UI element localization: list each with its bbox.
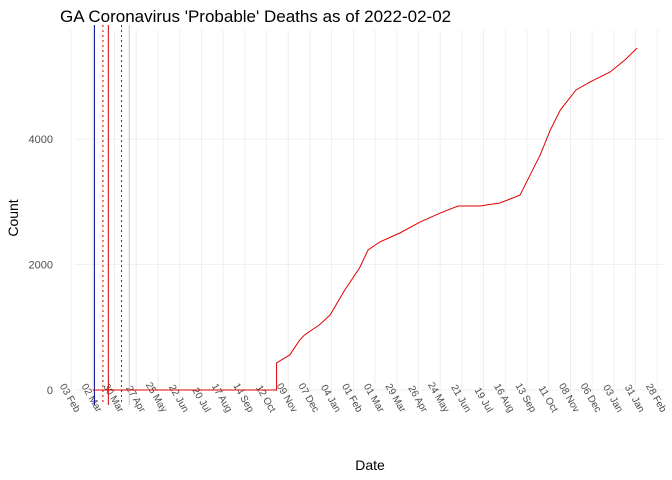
x-tick-label: 17 Aug xyxy=(209,382,234,414)
x-tick-label: 16 Aug xyxy=(491,382,516,414)
chart-title: GA Coronavirus 'Probable' Deaths as of 2… xyxy=(60,7,451,26)
y-tick-label: 4000 xyxy=(29,134,53,146)
x-tick-label: 22 Jun xyxy=(166,383,191,415)
x-tick-label: 21 Jun xyxy=(448,383,473,415)
x-axis-label: Date xyxy=(355,457,385,473)
x-tick-label: 04 Jan xyxy=(318,383,343,415)
x-tick-label: 29 Mar xyxy=(383,382,408,415)
y-tick-label: 2000 xyxy=(29,260,53,272)
x-tick-label: 14 Sep xyxy=(230,382,256,415)
x-tick-label: 12 Oct xyxy=(253,383,277,414)
x-tick-label: 24 May xyxy=(425,381,451,415)
x-tick-label: 26 Apr xyxy=(405,384,429,415)
x-tick-label: 25 May xyxy=(143,381,169,415)
x-tick-label: 28 Feb xyxy=(643,382,668,415)
x-tick-label: 06 Dec xyxy=(578,382,603,415)
y-axis-label: Count xyxy=(5,199,21,236)
y-tick-label: 0 xyxy=(47,385,53,397)
x-tick-label: 31 Jan xyxy=(622,383,647,415)
x-tick-label: 27 Apr xyxy=(123,384,147,415)
x-tick-label: 07 Dec xyxy=(295,382,320,415)
x-tick-label: 13 Sep xyxy=(513,382,539,415)
data-line xyxy=(92,47,638,391)
x-tick-label: 03 Jan xyxy=(600,383,625,415)
x-tick-label: 11 Oct xyxy=(536,384,560,415)
